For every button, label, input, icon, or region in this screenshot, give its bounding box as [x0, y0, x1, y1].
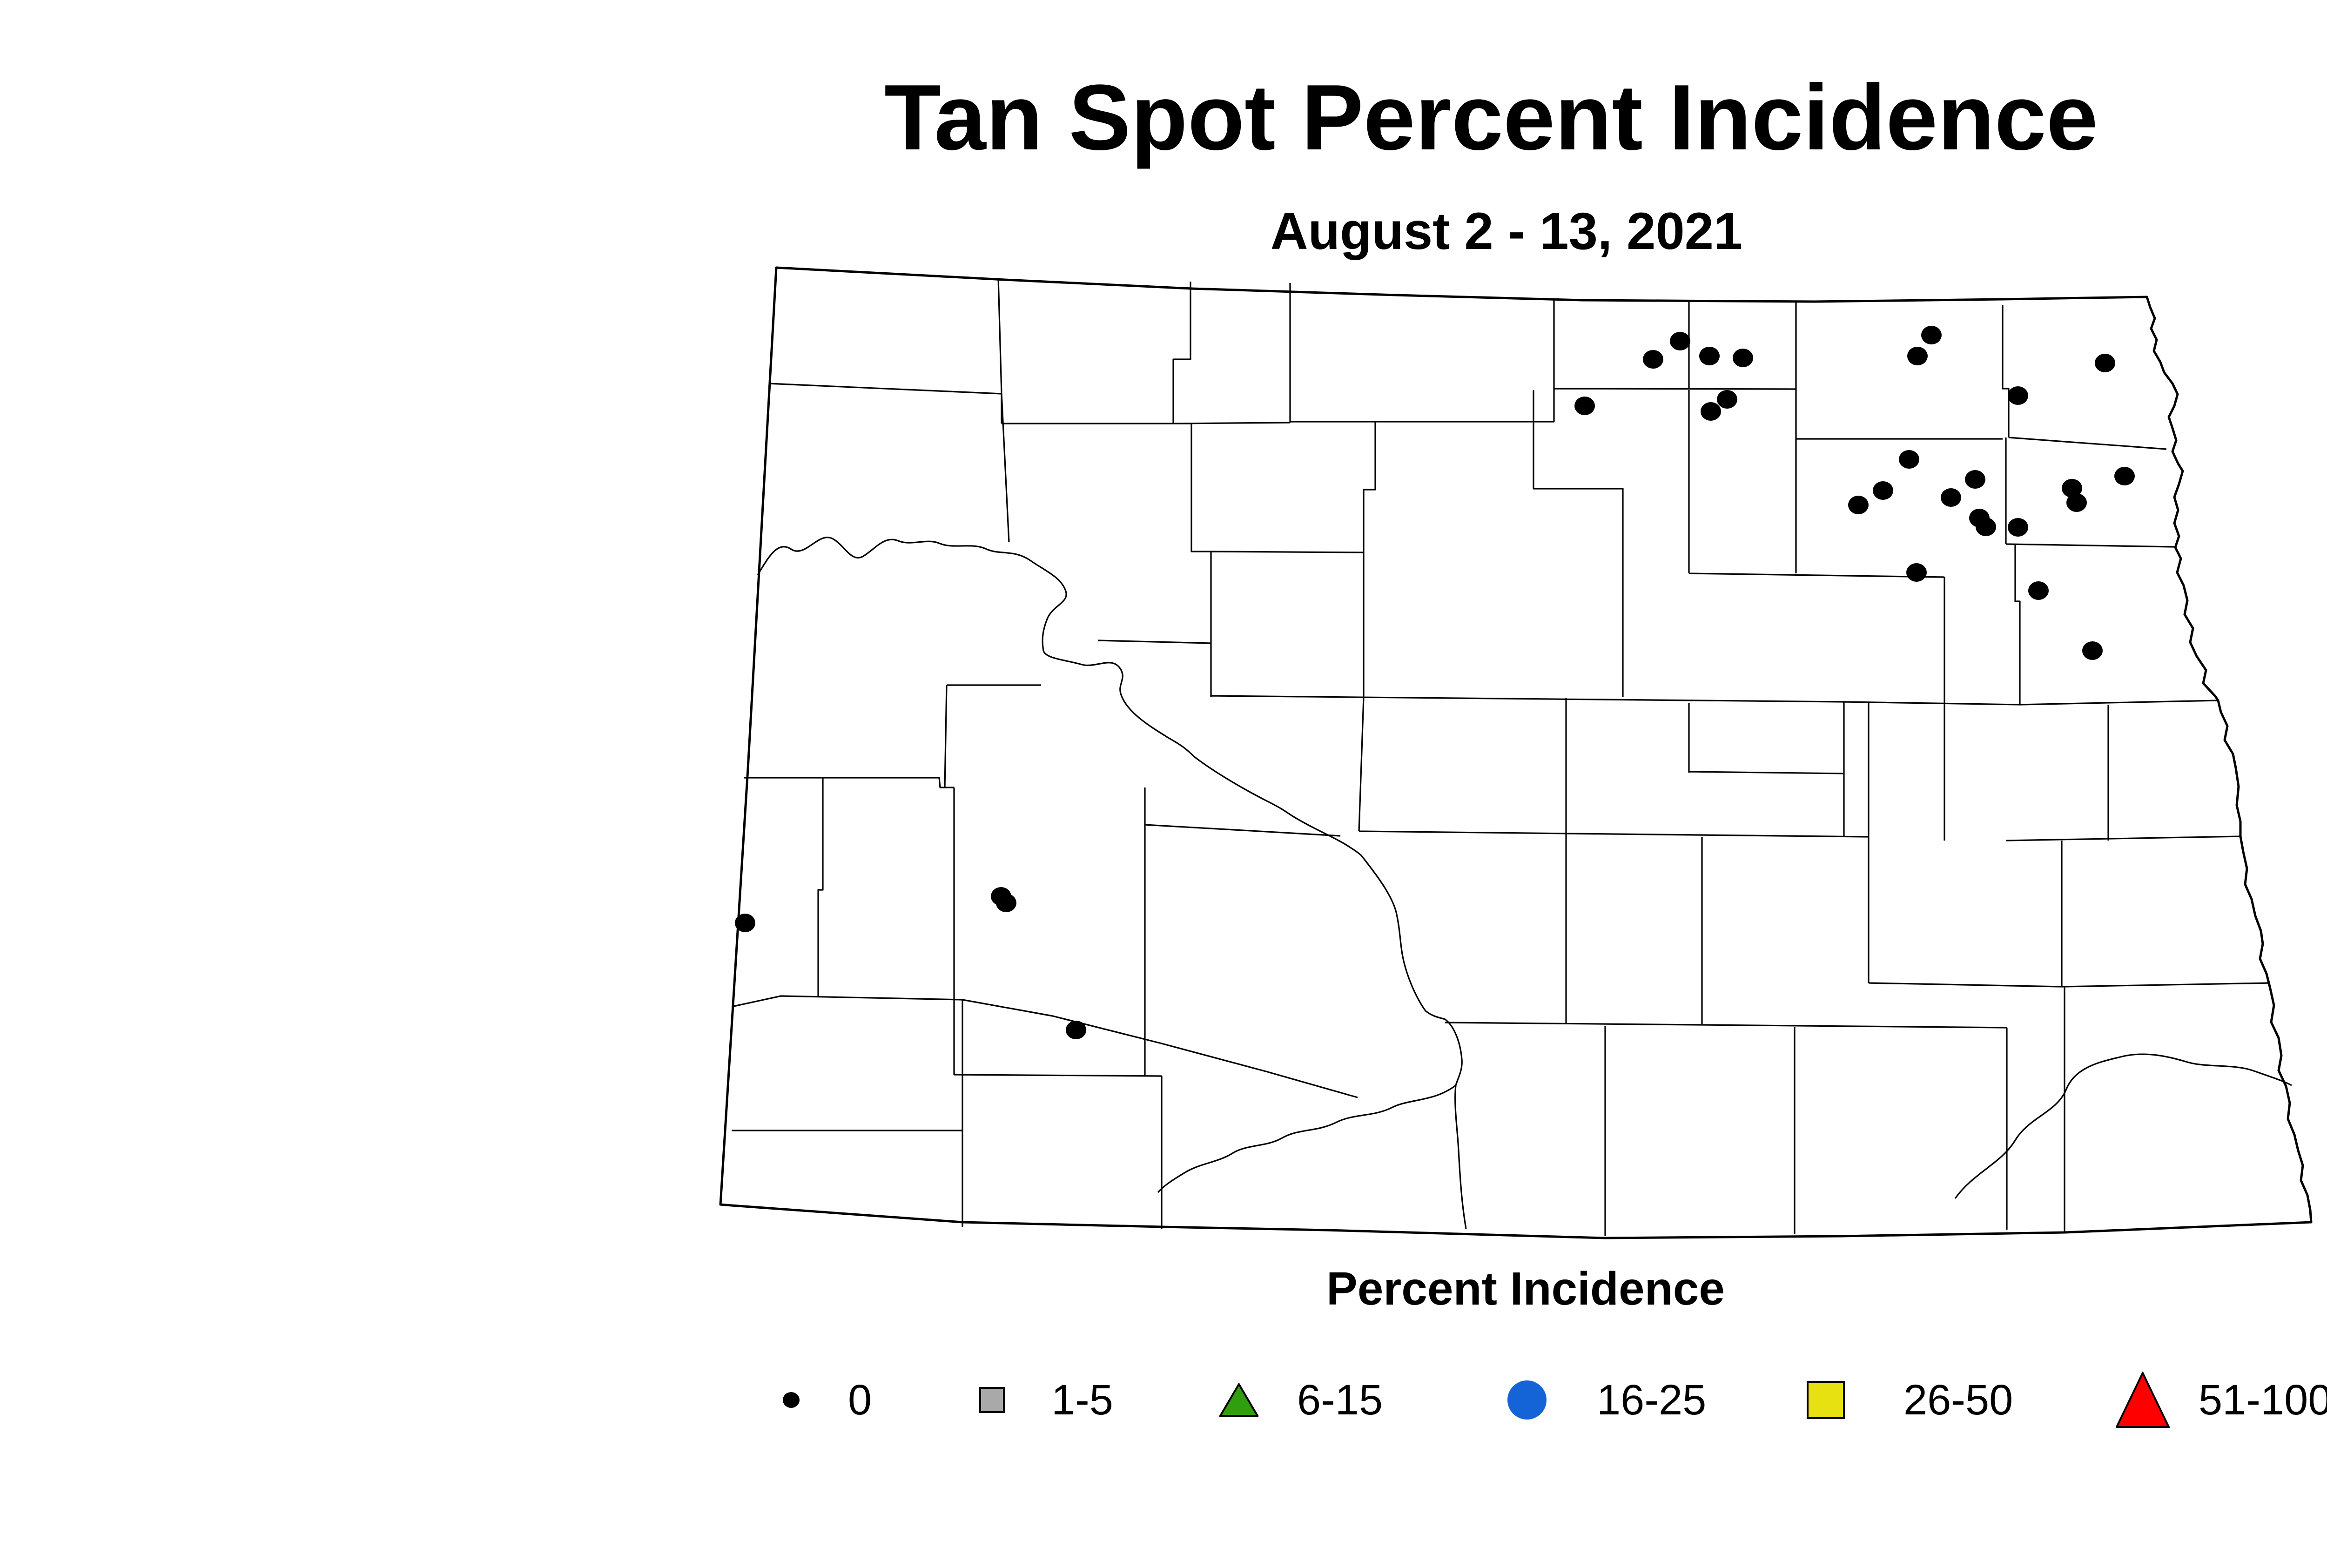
site-dot	[2095, 354, 2115, 372]
state-outline	[719, 266, 2313, 1239]
site-dot	[2114, 467, 2135, 485]
page-title: Tan Spot Percent Incidence	[884, 66, 2098, 169]
site-dot	[1907, 347, 1928, 365]
site-dots-layer	[735, 326, 2135, 1039]
site-dot	[1733, 349, 1753, 367]
site-dot	[2082, 641, 2103, 660]
site-dot	[2008, 386, 2028, 405]
site-dot	[1848, 496, 1869, 514]
river-borders	[757, 537, 2292, 1229]
site-dot	[1921, 326, 1942, 344]
site-dot	[2062, 479, 2082, 498]
site-dot	[2066, 493, 2087, 512]
site-dot	[1965, 470, 1985, 489]
site-dot	[2028, 581, 2049, 600]
site-dot	[1574, 397, 1595, 415]
site-dot	[1717, 390, 1737, 409]
county-borders	[731, 277, 2271, 1236]
page-subtitle: August 2 - 13, 2021	[1270, 202, 1743, 260]
site-dot	[1699, 347, 1720, 365]
site-dot	[1873, 481, 1893, 500]
site-dot	[1701, 402, 1721, 421]
site-dot	[2008, 518, 2028, 537]
site-dot	[1643, 350, 1663, 369]
site-dot	[1066, 1021, 1086, 1039]
site-dot	[1899, 450, 1919, 469]
site-dot	[1906, 563, 1927, 582]
legend-title: Percent Incidence	[1326, 1263, 1725, 1315]
site-dot	[1670, 332, 1690, 350]
site-dot	[735, 914, 755, 932]
site-dot	[1941, 488, 1961, 507]
site-dot	[996, 894, 1016, 912]
site-dot	[1976, 518, 1996, 536]
